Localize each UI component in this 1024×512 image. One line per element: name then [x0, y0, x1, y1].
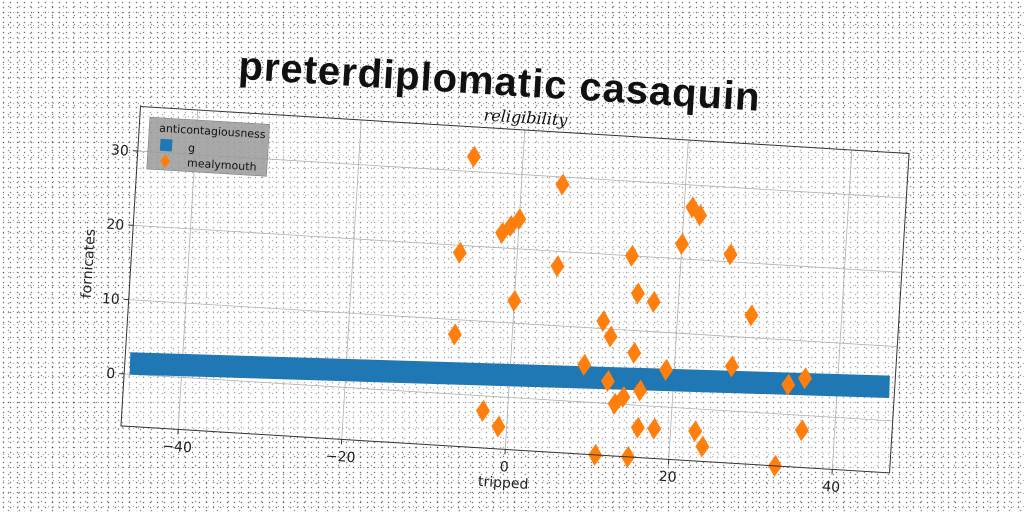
mealymouth-point [781, 373, 796, 396]
x-tick-label: 40 [822, 479, 841, 496]
mealymouth-point [633, 379, 648, 402]
x-gridline [831, 149, 853, 470]
mealymouth-point [607, 392, 622, 415]
mealymouth-point [659, 358, 674, 381]
mealymouth-point [630, 416, 645, 439]
mealymouth-point [693, 204, 708, 227]
mealymouth-point [744, 304, 759, 327]
mealymouth-point [596, 310, 611, 333]
mealymouth-point [555, 173, 570, 196]
mealymouth-point [447, 323, 462, 346]
y-gridline [124, 373, 893, 422]
mealymouth-point [674, 233, 689, 255]
x-tick-label: 20 [658, 469, 677, 486]
mealymouth-point [794, 419, 809, 442]
mealymouth-point [495, 222, 510, 244]
mealymouth-point [630, 282, 645, 305]
mealymouth-point [647, 417, 662, 440]
ticks: −40 −20 0 20 40 0 10 20 30 [101, 142, 841, 496]
mealymouth-point [624, 244, 639, 267]
legend-marker-mealymouth [160, 154, 171, 169]
mealymouth-point [646, 290, 661, 313]
y-tick-label: 10 [101, 291, 120, 308]
legend-marker-g [159, 138, 173, 152]
mealymouth-point [475, 399, 490, 422]
plot-area [129, 145, 890, 477]
mealymouth-point [507, 289, 522, 312]
y-tick-label: 20 [106, 217, 125, 234]
mealymouth-point [452, 241, 467, 264]
x-axis-label: tripped [478, 474, 529, 493]
mealymouth-point [466, 145, 481, 168]
mealymouth-point [491, 415, 506, 438]
x-gridline [341, 119, 362, 440]
x-tick-label: 0 [499, 459, 509, 476]
mealymouth-point [600, 370, 615, 393]
mealymouth-point [577, 353, 592, 376]
mealymouth-point [688, 420, 703, 443]
mealymouth-point [685, 196, 700, 219]
legend-box [146, 116, 270, 177]
chart-title: religibility [483, 105, 569, 129]
legend-label-mealymouth: mealymouth [187, 156, 257, 173]
y-gridline [133, 224, 902, 273]
mealymouth-point [798, 367, 813, 390]
x-gridline [504, 129, 526, 450]
mealymouth-point [627, 341, 642, 364]
mealymouth-point [512, 208, 527, 231]
series-g-band [129, 352, 890, 398]
mealymouth-point [695, 435, 710, 458]
x-gridline [668, 139, 689, 460]
mealymouth-point [723, 243, 738, 266]
y-tick-label: 0 [106, 366, 116, 383]
y-axis-label: fornicates [79, 228, 99, 298]
legend: anticontagiousness g mealymouth [146, 116, 270, 177]
y-tick-label: 30 [110, 142, 129, 159]
y-gridline [128, 299, 898, 348]
mealymouth-point [724, 355, 739, 378]
x-tick-label: −40 [162, 438, 192, 456]
x-tick-label: −20 [325, 448, 355, 466]
legend-label-g: g [188, 141, 196, 154]
mealymouth-point [550, 255, 565, 278]
mealymouth-point [603, 325, 618, 348]
